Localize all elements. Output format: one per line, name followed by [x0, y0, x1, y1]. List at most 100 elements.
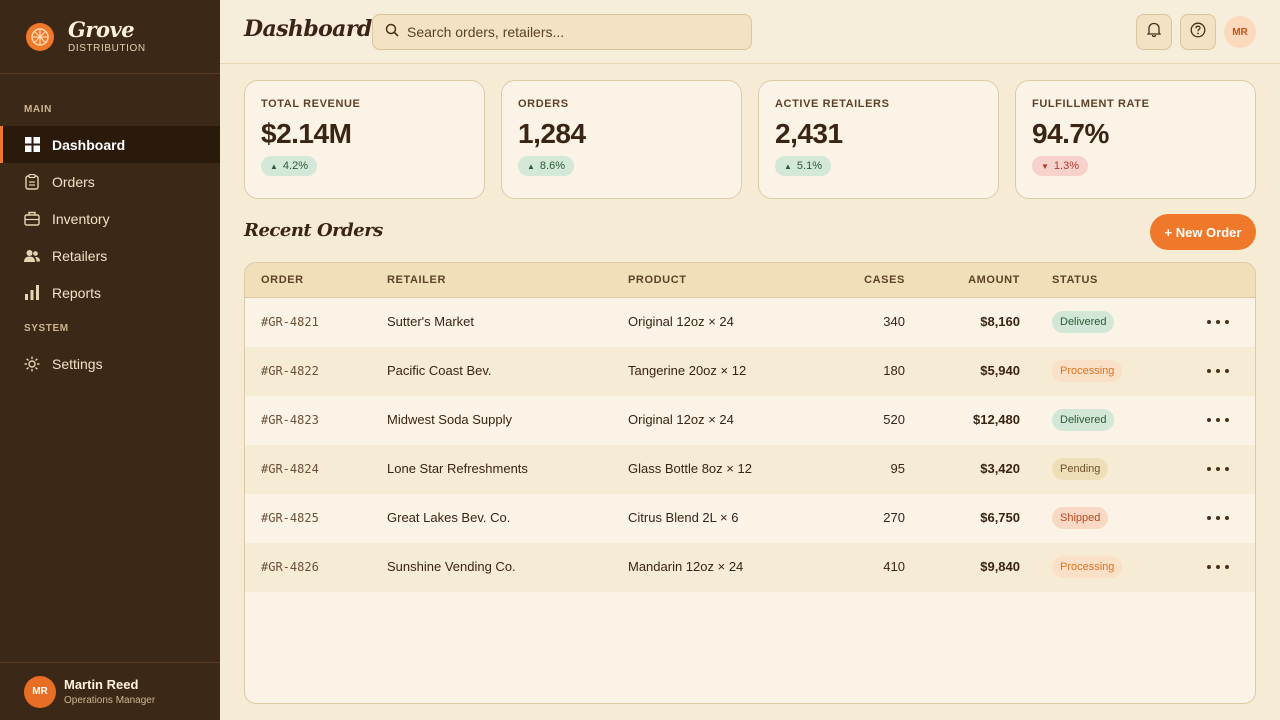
- order-amount: $6,750: [980, 510, 1020, 525]
- user-role: Operations Manager: [64, 695, 156, 706]
- sidebar-item-label: Orders: [52, 173, 95, 190]
- order-id: #GR-4821: [261, 315, 319, 329]
- order-id: #GR-4823: [261, 413, 319, 427]
- new-order-button[interactable]: + New Order: [1150, 214, 1256, 250]
- section-title-recent-orders: Recent Orders: [244, 220, 383, 241]
- order-id: #GR-4826: [261, 560, 319, 574]
- user-profile[interactable]: MR Martin Reed Operations Manager: [0, 662, 220, 720]
- column-header-product[interactable]: PRODUCT: [628, 274, 687, 286]
- more-actions-icon[interactable]: [1207, 413, 1229, 427]
- notifications-button[interactable]: [1136, 14, 1172, 50]
- order-id: #GR-4824: [261, 462, 319, 476]
- more-actions-icon[interactable]: [1207, 315, 1229, 329]
- avatar: MR: [24, 675, 56, 708]
- cases-count: 95: [890, 461, 905, 476]
- stat-label: ACTIVE RETAILERS: [775, 98, 890, 110]
- help-button[interactable]: [1180, 14, 1216, 50]
- more-actions-icon[interactable]: [1207, 364, 1229, 378]
- brand-subtitle: DISTRIBUTION: [68, 43, 146, 54]
- status-badge: Pending: [1052, 458, 1109, 480]
- cases-count: 410: [883, 559, 905, 574]
- sidebar-item-label: Dashboard: [52, 136, 126, 153]
- column-header-status[interactable]: STATUS: [1052, 274, 1098, 286]
- stat-change: 4.2%: [282, 160, 308, 172]
- stat-value: $2.14M: [261, 118, 352, 149]
- cases-count: 180: [883, 363, 905, 378]
- bell-icon: [1146, 22, 1162, 42]
- retailer-name: Sutter's Market: [387, 314, 475, 329]
- sidebar-item-orders[interactable]: Orders: [0, 163, 220, 200]
- stat-change: 5.1%: [796, 160, 822, 172]
- nav-section-main: MAIN: [24, 104, 52, 115]
- sidebar-item-label: Inventory: [52, 210, 110, 227]
- bar-chart-icon: [24, 285, 40, 301]
- table-row[interactable]: #GR-4822 Pacific Coast Bev. Tangerine 20…: [245, 347, 1255, 396]
- product-name: Mandarin 12oz × 24: [628, 559, 744, 574]
- orders-table: ORDER RETAILER PRODUCT CASES AMOUNT STAT…: [244, 262, 1256, 704]
- retailer-name: Lone Star Refreshments: [387, 461, 528, 476]
- retailer-name: Great Lakes Bev. Co.: [387, 510, 511, 525]
- column-header-cases[interactable]: CASES: [864, 274, 905, 286]
- cases-count: 520: [883, 412, 905, 427]
- sidebar-item-label: Retailers: [52, 247, 108, 264]
- users-icon: [24, 248, 40, 264]
- table-header: ORDER RETAILER PRODUCT CASES AMOUNT STAT…: [245, 263, 1255, 298]
- status-badge: Processing: [1052, 360, 1123, 382]
- product-name: Glass Bottle 8oz × 12: [628, 461, 752, 476]
- stat-change-badge: ▼ 1.3%: [1032, 156, 1088, 176]
- column-header-retailer[interactable]: RETAILER: [387, 274, 446, 286]
- order-id: #GR-4825: [261, 511, 319, 525]
- stat-label: FULFILLMENT RATE: [1032, 98, 1150, 110]
- table-row[interactable]: #GR-4823 Midwest Soda Supply Original 12…: [245, 396, 1255, 445]
- sidebar: Grove DISTRIBUTION MAIN Dashboard Orders…: [0, 0, 220, 720]
- arrow-up-icon: ▲: [527, 161, 535, 171]
- stat-value: 1,284: [518, 118, 586, 149]
- retailer-name: Midwest Soda Supply: [387, 412, 513, 427]
- sidebar-item-inventory[interactable]: Inventory: [0, 200, 220, 237]
- retailer-name: Pacific Coast Bev.: [387, 363, 492, 378]
- more-actions-icon[interactable]: [1207, 560, 1229, 574]
- stat-card-orders: ORDERS 1,284 ▲ 8.6%: [501, 80, 742, 199]
- table-row[interactable]: #GR-4826 Sunshine Vending Co. Mandarin 1…: [245, 543, 1255, 592]
- header-avatar[interactable]: MR: [1224, 16, 1256, 48]
- table-row[interactable]: #GR-4825 Great Lakes Bev. Co. Citrus Ble…: [245, 494, 1255, 543]
- brand-name: Grove: [68, 17, 135, 42]
- order-amount: $9,840: [980, 559, 1020, 574]
- status-badge: Delivered: [1052, 311, 1115, 333]
- stat-value: 2,431: [775, 118, 843, 149]
- top-header: Dashboard MR: [220, 0, 1280, 64]
- order-amount: $3,420: [980, 461, 1020, 476]
- search-bar[interactable]: [372, 14, 752, 50]
- stat-change: 1.3%: [1053, 160, 1079, 172]
- clipboard-icon: [24, 173, 40, 190]
- page-title: Dashboard: [244, 16, 372, 42]
- nav-section-system: SYSTEM: [24, 323, 69, 334]
- sidebar-item-dashboard[interactable]: Dashboard: [0, 126, 220, 163]
- gear-icon: [24, 356, 40, 372]
- brand[interactable]: Grove DISTRIBUTION: [0, 0, 220, 74]
- status-badge: Delivered: [1052, 409, 1115, 431]
- cases-count: 340: [883, 314, 905, 329]
- product-name: Citrus Blend 2L × 6: [628, 510, 739, 525]
- search-icon: [385, 23, 399, 42]
- status-badge: Processing: [1052, 556, 1123, 578]
- sidebar-item-reports[interactable]: Reports: [0, 274, 220, 311]
- table-row[interactable]: #GR-4824 Lone Star Refreshments Glass Bo…: [245, 445, 1255, 494]
- table-row[interactable]: #GR-4821 Sutter's Market Original 12oz ×…: [245, 298, 1255, 347]
- sidebar-item-label: Reports: [52, 284, 102, 301]
- stat-card-total-revenue: TOTAL REVENUE $2.14M ▲ 4.2%: [244, 80, 485, 199]
- stat-card-fulfillment-rate: FULFILLMENT RATE 94.7% ▼ 1.3%: [1015, 80, 1256, 199]
- column-header-amount[interactable]: AMOUNT: [968, 274, 1020, 286]
- stat-change-badge: ▲ 8.6%: [518, 156, 574, 176]
- column-header-order[interactable]: ORDER: [261, 274, 304, 286]
- sidebar-item-settings[interactable]: Settings: [0, 345, 220, 382]
- more-actions-icon[interactable]: [1207, 511, 1229, 525]
- sidebar-item-retailers[interactable]: Retailers: [0, 237, 220, 274]
- orange-logo-icon: [26, 22, 54, 51]
- arrow-up-icon: ▲: [270, 161, 278, 171]
- cases-count: 270: [883, 510, 905, 525]
- retailer-name: Sunshine Vending Co.: [387, 559, 516, 574]
- more-actions-icon[interactable]: [1207, 462, 1229, 476]
- user-name: Martin Reed: [64, 677, 139, 692]
- search-input[interactable]: [407, 24, 737, 40]
